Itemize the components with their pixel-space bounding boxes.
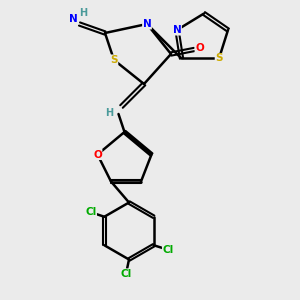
Text: S: S [110, 55, 118, 65]
Text: N: N [69, 14, 78, 25]
Text: O: O [195, 43, 204, 53]
Text: H: H [79, 8, 88, 19]
Text: O: O [93, 149, 102, 160]
Text: H: H [105, 107, 114, 118]
Text: S: S [215, 53, 223, 64]
Text: Cl: Cl [163, 245, 174, 255]
Text: Cl: Cl [120, 269, 132, 279]
Text: N: N [172, 25, 182, 35]
Text: Cl: Cl [85, 207, 96, 217]
Text: N: N [142, 19, 152, 29]
